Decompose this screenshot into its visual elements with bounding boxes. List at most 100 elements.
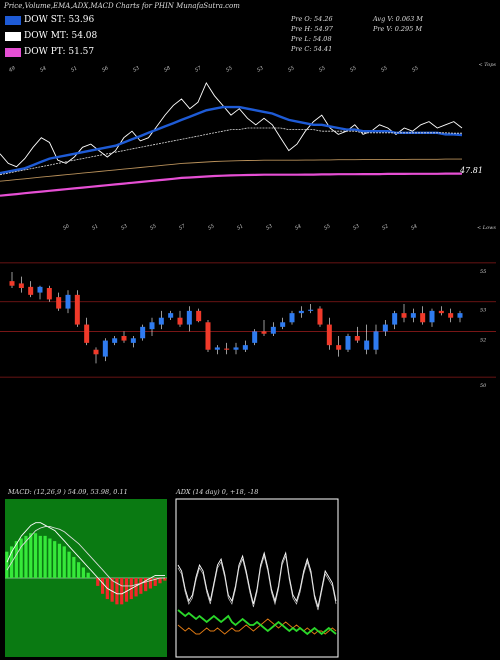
candle-body [168,313,174,318]
legend-swatch [5,47,21,57]
candle-body [336,345,342,350]
tops-labels: 49 54 51 56 53 58 57 55 53 55 55 55 55 55 [7,65,419,74]
macd-histogram-bar [100,578,105,594]
candle-body [354,336,360,341]
macd-histogram-bar [57,543,62,578]
candle-body [205,322,211,350]
macd-histogram-bar [148,578,153,589]
legend-label: DOW MT: 54.08 [24,31,98,41]
tops-tick-label: 55 [318,65,327,73]
macd-histogram-bar [134,578,138,597]
candle-body [448,313,454,318]
candle-body [112,338,118,343]
lows-tick-label: 53 [120,223,129,231]
legend-label: DOW PT: 51.57 [24,47,95,57]
tops-tick-label: 55 [287,65,296,73]
signal-line [6,526,165,587]
macd-histogram-bar [38,535,42,578]
macd-histogram-bar [5,551,9,578]
candle-body [429,310,435,323]
tops-label: < Tops [478,62,496,68]
info-prev-open: Pre O: 54.26 [291,15,333,23]
candle-body [326,324,332,346]
candle-body [289,313,295,323]
plus-di-line [177,609,337,636]
info-avg-volume: Avg V: 0.063 M [373,15,423,23]
candle-body [74,294,80,325]
macd-histogram-bar [53,541,57,578]
candle-body [233,347,239,350]
lows-tick-label: 54 [294,223,303,231]
macd-histogram-bar [163,578,167,581]
ema-panel [0,81,463,197]
gridline-label: 53 [480,308,486,314]
info-prev-low: Pre L: 54.08 [291,35,332,43]
candle-body [420,313,426,323]
candle-body [345,336,351,350]
candle-body [158,317,164,325]
macd-histogram-bar [110,578,114,602]
tops-tick-label: 56 [101,65,110,74]
macd-histogram-bar [24,535,28,578]
legend-item: DOW ST: 53.96 [5,14,94,26]
tops-tick-label: 54 [39,65,48,73]
candle-body [410,313,416,318]
adx-line-shadow [177,554,337,611]
macd-histogram-bar [86,572,90,578]
info-prev-close: Pre C: 54.41 [291,45,333,53]
candle-body [457,313,463,318]
tops-tick-label: 49 [7,65,17,74]
candle-body [298,310,304,314]
candle-body [280,322,286,327]
candle-body [140,326,146,339]
lows-tick-label: 55 [149,223,158,231]
series-line-dow-mt [0,127,462,176]
legend-swatch [5,31,21,41]
lows-tick-label: 53 [352,223,361,231]
macd-histogram-bar [14,541,18,578]
gridline-label: 52 [480,337,486,343]
macd-histogram-bar [158,578,162,584]
gridline-label: 50 [480,383,487,389]
macd-histogram-bar [81,567,86,578]
lows-panel-label: < Lows [477,225,496,231]
macd-histogram-bar [115,578,119,605]
lows-tick-label: 55 [323,223,332,231]
candle-body [382,324,388,332]
macd-histogram-bar [29,533,33,578]
candle-body [149,322,155,330]
candle-body [364,340,370,350]
candle-body [373,331,379,350]
candle-body [270,326,276,334]
adx-panel [177,551,337,636]
candle-body [242,345,248,350]
minus-di-line [177,618,337,635]
macd-histogram-bar [124,578,129,602]
candle-body [84,324,90,343]
macd-histogram-bar [77,562,81,578]
lows-tick-label: 53 [265,223,274,231]
lows-tick-label: 54 [410,223,419,231]
tops-tick-label: 55 [225,65,234,73]
candle-body [56,297,62,309]
candle-body [177,317,183,325]
tops-tick-label: 53 [256,65,265,73]
macd-histogram-bar [19,538,23,578]
chart-title: Price,Volume,EMA,ADX,MACD Charts for PHI… [4,2,240,10]
macd-histogram-bar [48,538,52,578]
last-value-label: 47.81 [459,166,483,175]
macd-histogram-bar [33,533,38,578]
candle-body [121,336,127,341]
candle-body [93,349,99,355]
candle-body [37,286,43,293]
candle-body [252,331,258,343]
legend-item: DOW MT: 54.08 [5,30,97,42]
adx-title: ADX (14 day) 0, +18, -18 [175,488,258,496]
lows-tick-label: 57 [178,223,187,232]
macd-histogram-bar [62,546,66,578]
macd-histogram-bar [120,578,124,605]
tops-tick-label: 51 [70,65,79,73]
candle-body [18,283,24,288]
macd-panel [5,522,167,605]
legend-swatch [5,15,21,25]
